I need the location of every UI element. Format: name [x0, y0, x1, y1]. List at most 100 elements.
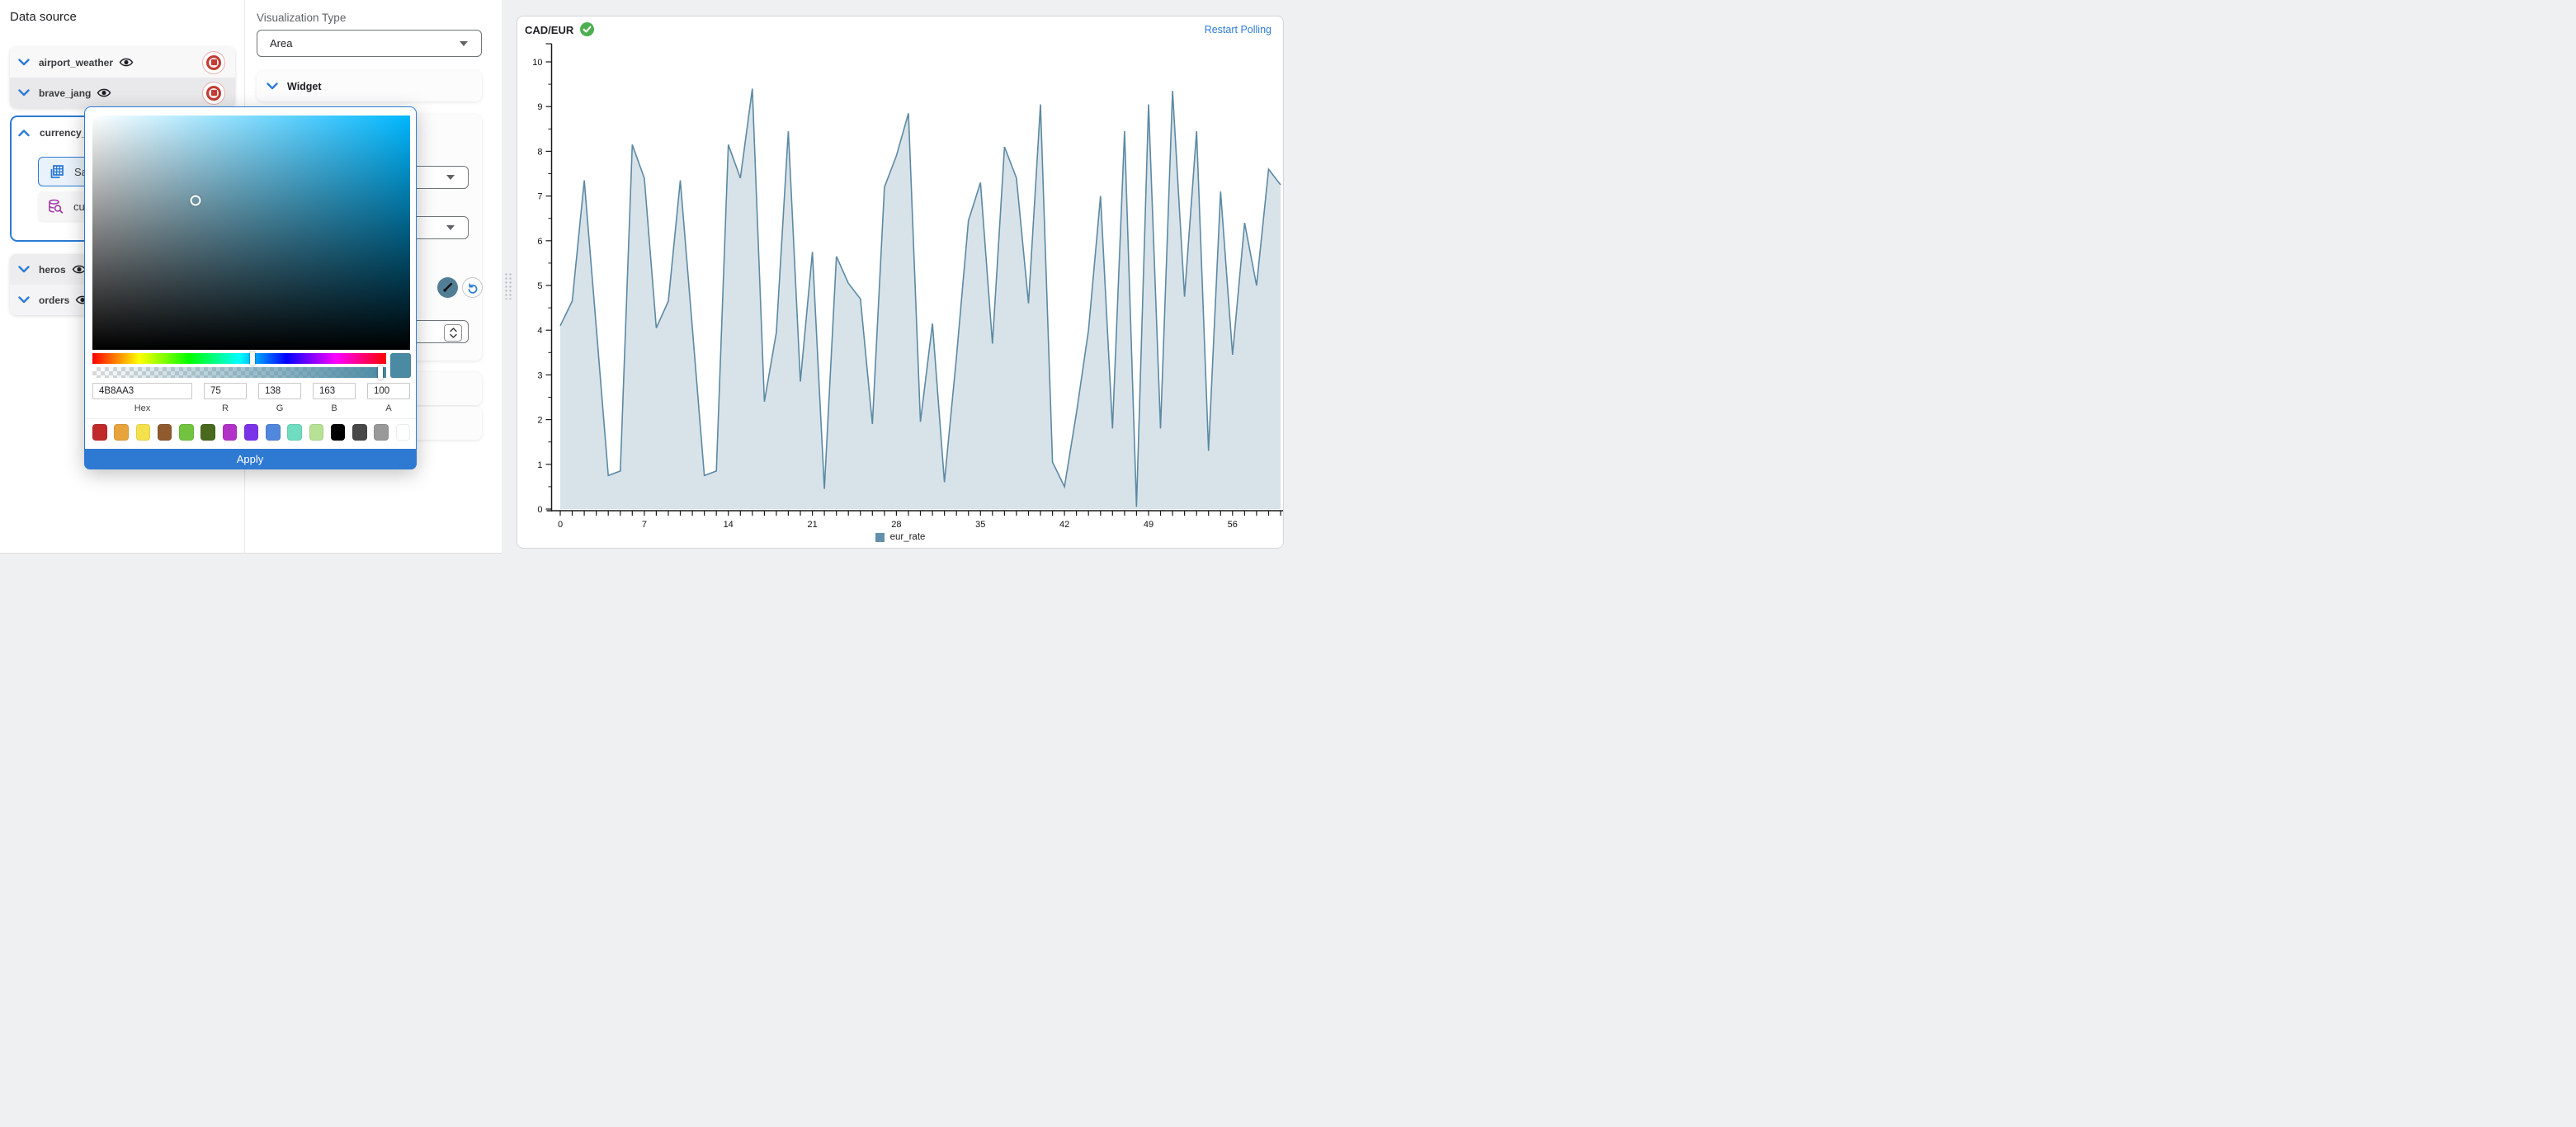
blue-input[interactable]: [313, 383, 356, 399]
palette-swatch[interactable]: [179, 424, 194, 441]
svg-text:8: 8: [537, 147, 542, 157]
eye-icon[interactable]: [97, 87, 111, 98]
datasource-label: brave_jang: [39, 87, 92, 99]
stop-icon: [206, 54, 221, 70]
palette-swatch[interactable]: [352, 424, 367, 441]
svg-text:35: 35: [975, 520, 985, 530]
palette-swatch[interactable]: [266, 424, 281, 441]
datasource-row-airport-weather[interactable]: airport_weather: [10, 47, 235, 78]
chevron-down-icon[interactable]: [18, 59, 30, 66]
palette-swatch[interactable]: [135, 424, 150, 441]
palette-swatch[interactable]: [201, 424, 215, 441]
datasource-label: currency_: [40, 127, 87, 139]
stop-stream-button[interactable]: [202, 50, 225, 74]
svg-text:49: 49: [1144, 520, 1154, 530]
datasource-group-top: airport_weather brave_jang: [10, 47, 235, 108]
hue-slider-handle[interactable]: [250, 351, 256, 365]
palette-swatch[interactable]: [287, 424, 302, 441]
chevron-down-icon[interactable]: [18, 89, 30, 97]
reset-color-button[interactable]: [462, 277, 483, 298]
datasource-row-brave-jang[interactable]: brave_jang: [10, 78, 235, 108]
dropdown-caret-icon: [446, 225, 455, 230]
hex-input[interactable]: [92, 383, 192, 399]
chart-header: CAD/EUR Restart Polling: [517, 17, 1283, 41]
chart-card: 0 1 2 3 4 5 6 7 8 9 10 0 7 14 21 28 35 42 49 56 CAD/EUR Res…: [517, 16, 1284, 549]
legend-series-label: eur_rate: [889, 532, 926, 542]
palette-swatch[interactable]: [157, 424, 172, 441]
chart-legend[interactable]: eur_rate: [517, 532, 1283, 542]
svg-text:7: 7: [642, 520, 647, 530]
alpha-slider[interactable]: [92, 365, 386, 380]
palette-swatches: [92, 424, 410, 441]
green-field-label: G: [276, 403, 284, 413]
svg-text:1: 1: [537, 460, 542, 470]
svg-text:9: 9: [537, 102, 542, 112]
picker-divider: [85, 418, 416, 419]
chevron-down-icon[interactable]: [18, 266, 30, 273]
alpha-field-label: A: [385, 403, 392, 413]
stop-stream-button[interactable]: [202, 81, 225, 105]
chevron-down-icon[interactable]: [18, 296, 30, 304]
stepper-up-icon[interactable]: [449, 328, 457, 332]
svg-text:2: 2: [537, 416, 542, 426]
widget-section-header[interactable]: Widget: [257, 71, 482, 101]
chevron-down-icon[interactable]: [267, 83, 278, 90]
palette-swatch[interactable]: [330, 424, 346, 441]
dropdown-caret-icon: [446, 175, 455, 180]
datasource-label: airport_weather: [39, 56, 114, 68]
number-stepper[interactable]: [444, 324, 462, 342]
alpha-input[interactable]: [367, 383, 410, 399]
app-root: Data source airport_weather brave_jang c…: [0, 0, 1288, 564]
restart-polling-link[interactable]: Restart Polling: [1204, 24, 1271, 35]
viz-type-label: Visualization Type: [257, 12, 347, 24]
hex-field-label: Hex: [134, 403, 151, 413]
svg-text:42: 42: [1059, 520, 1069, 530]
legend-swatch-icon: [875, 532, 885, 542]
alpha-gradient: [92, 367, 386, 378]
palette-swatch[interactable]: [243, 424, 259, 441]
stepper-down-icon[interactable]: [449, 333, 457, 338]
dropdown-caret-icon: [460, 40, 468, 46]
eye-icon[interactable]: [119, 57, 134, 68]
svg-text:6: 6: [537, 237, 542, 247]
palette-swatch[interactable]: [222, 424, 237, 441]
svg-text:4: 4: [537, 326, 542, 336]
svg-text:7: 7: [537, 192, 542, 202]
undo-icon: [468, 282, 477, 294]
check-circle-icon: [580, 22, 594, 36]
panel-resize-handle[interactable]: [504, 272, 512, 299]
saturation-cursor[interactable]: [190, 195, 201, 206]
palette-swatch[interactable]: [374, 424, 389, 441]
datasource-label: heros: [39, 263, 66, 276]
datasource-label: orders: [39, 294, 70, 306]
svg-text:21: 21: [807, 520, 817, 530]
alpha-slider-handle[interactable]: [377, 365, 383, 380]
svg-text:0: 0: [537, 505, 542, 515]
palette-swatch[interactable]: [395, 424, 410, 441]
datasource-row-currency[interactable]: currency_: [12, 117, 236, 139]
selected-color-preview: [390, 353, 411, 378]
saturation-gradient-area[interactable]: [92, 116, 410, 350]
chart-title: CAD/EUR: [525, 24, 574, 36]
hue-slider[interactable]: [92, 351, 386, 365]
svg-text:56: 56: [1228, 520, 1238, 530]
stop-icon: [206, 85, 221, 101]
database-search-icon: [49, 199, 64, 214]
red-input[interactable]: [204, 383, 247, 399]
apply-button[interactable]: Apply: [83, 448, 417, 469]
palette-swatch[interactable]: [309, 424, 323, 441]
color-brush-button[interactable]: [437, 277, 458, 298]
viz-type-select[interactable]: Area: [257, 30, 482, 57]
green-input[interactable]: [258, 383, 301, 399]
palette-swatch[interactable]: [92, 424, 107, 441]
chevron-up-icon[interactable]: [18, 129, 30, 137]
blue-field-label: B: [331, 403, 337, 413]
svg-text:0: 0: [558, 520, 563, 530]
palette-swatch[interactable]: [114, 424, 129, 441]
svg-text:5: 5: [537, 281, 542, 291]
svg-text:28: 28: [891, 520, 901, 530]
color-value-fields: Hex R G B A: [92, 383, 410, 413]
red-field-label: R: [222, 403, 229, 413]
svg-text:10: 10: [532, 58, 542, 68]
